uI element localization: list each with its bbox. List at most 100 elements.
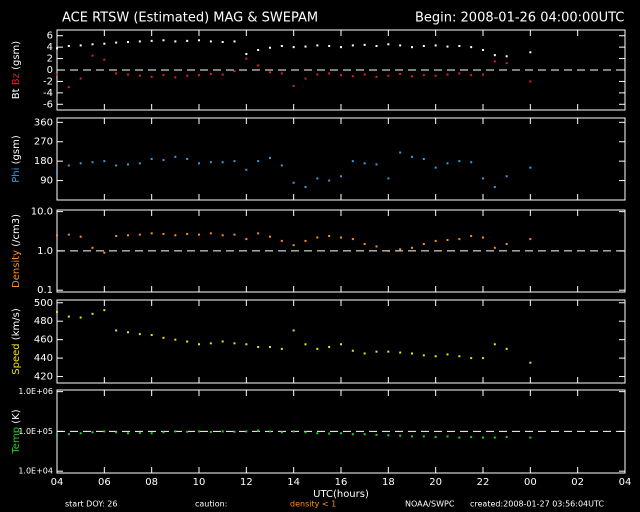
data-point <box>174 155 177 158</box>
data-point <box>127 234 129 237</box>
data-point <box>186 232 189 235</box>
data-point <box>138 40 141 43</box>
data-point <box>245 168 248 171</box>
data-point <box>458 160 461 163</box>
data-point <box>458 238 461 241</box>
data-point <box>434 239 437 242</box>
data-point <box>115 164 118 167</box>
x-tick-label: 14 <box>287 477 300 488</box>
data-point <box>505 175 508 178</box>
data-point <box>529 51 532 54</box>
x-tick-label: 00 <box>524 477 537 488</box>
data-point <box>233 70 236 73</box>
data-point <box>399 434 402 437</box>
data-point <box>150 232 153 235</box>
data-point <box>257 232 260 235</box>
data-point <box>434 436 437 439</box>
data-point <box>280 72 283 75</box>
data-point <box>411 246 413 249</box>
data-point <box>150 39 153 42</box>
y-tick-label: 1.0E+06 <box>18 387 53 396</box>
x-tick-label: 04 <box>51 477 64 488</box>
data-point <box>340 343 342 346</box>
y-tick-label: 1.0E+04 <box>18 467 53 476</box>
start-doy: start DOY: 26 <box>65 500 117 509</box>
data-point <box>269 235 271 238</box>
y-tick-label: 440 <box>34 353 53 364</box>
data-point <box>209 161 212 164</box>
data-point <box>150 432 153 435</box>
data-point <box>221 161 224 164</box>
data-point <box>363 352 366 355</box>
data-point <box>493 246 496 249</box>
data-point <box>470 46 473 49</box>
data-point <box>103 430 106 433</box>
x-tick-label: 22 <box>477 477 490 488</box>
data-point <box>221 340 224 343</box>
y-tick-label: 480 <box>34 316 53 327</box>
data-point <box>138 162 141 165</box>
begin-time: Begin: 2008-01-26 04:00:00UTC <box>415 11 624 26</box>
data-point <box>375 75 378 78</box>
data-point <box>198 74 200 77</box>
data-point <box>209 232 212 235</box>
data-point <box>245 238 248 241</box>
data-point <box>482 49 484 51</box>
data-point <box>363 162 366 165</box>
caution: caution: <box>195 500 227 509</box>
data-point <box>257 64 260 67</box>
data-point <box>434 355 437 358</box>
data-point <box>138 233 141 236</box>
data-point <box>150 334 153 337</box>
panel-frame <box>56 117 626 201</box>
x-tick-label: 08 <box>145 477 158 488</box>
data-point <box>186 340 189 343</box>
data-point <box>387 249 390 252</box>
y-axis-label: Bt Bz (gsm) <box>11 41 22 99</box>
x-tick-label: 06 <box>98 477 111 488</box>
data-point <box>351 75 354 78</box>
data-point <box>103 309 106 312</box>
x-tick-label: 12 <box>240 477 253 488</box>
y-tick-label: 90 <box>40 176 53 187</box>
data-point <box>304 77 307 80</box>
data-point <box>493 186 496 189</box>
y-tick-label: 500 <box>34 298 53 309</box>
data-point <box>56 47 58 50</box>
data-point <box>387 350 390 353</box>
data-point <box>115 431 118 434</box>
data-point <box>127 73 129 76</box>
data-point <box>257 429 260 432</box>
data-point <box>186 39 189 42</box>
data-point <box>174 76 177 79</box>
data-point <box>505 436 508 439</box>
x-tick-label: 18 <box>382 477 395 488</box>
data-point <box>257 346 260 349</box>
data-point <box>505 55 508 58</box>
data-point <box>56 170 58 173</box>
data-point <box>209 40 212 43</box>
data-point <box>280 45 283 47</box>
data-point <box>91 43 94 46</box>
data-point <box>375 163 378 166</box>
data-point <box>91 246 94 249</box>
y-axis-label: Speed (km/s) <box>11 308 22 375</box>
data-point <box>67 233 70 236</box>
data-point <box>411 435 413 438</box>
data-point <box>422 45 425 47</box>
data-point <box>529 361 532 364</box>
y-tick-label: -4 <box>43 88 53 99</box>
data-point <box>233 342 236 345</box>
data-point <box>316 73 319 76</box>
data-point <box>304 45 307 48</box>
data-point <box>138 431 141 434</box>
data-point <box>434 74 437 77</box>
data-point <box>79 235 82 238</box>
y-tick-label: 0.1 <box>37 285 53 296</box>
data-point <box>363 73 366 76</box>
data-point <box>221 430 224 433</box>
data-point <box>375 45 378 47</box>
data-point <box>280 164 283 167</box>
data-point <box>316 236 319 239</box>
